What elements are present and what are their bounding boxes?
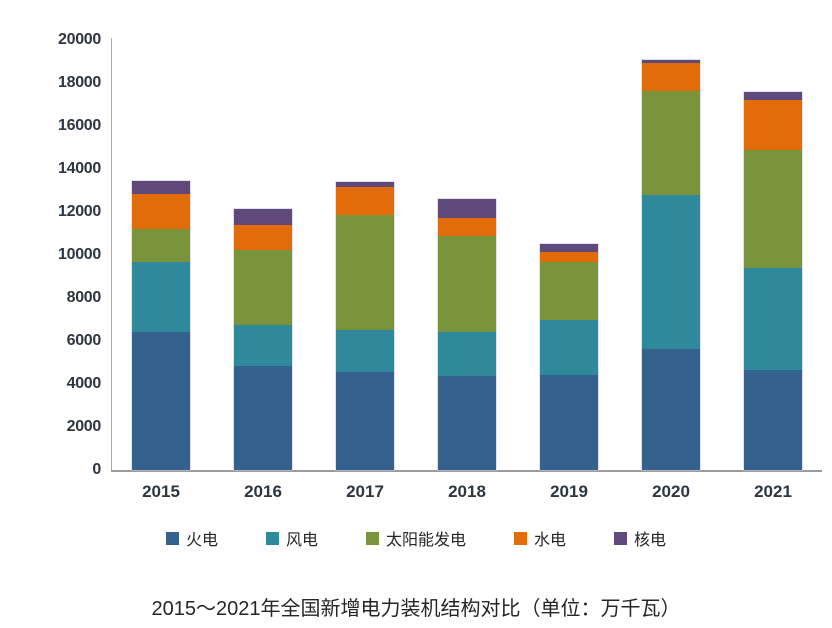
stacked-bar-2018 xyxy=(438,199,496,470)
bar-segment-火电 xyxy=(132,332,190,470)
bar-segment-太阳能发电 xyxy=(642,91,700,195)
bar-segment-风电 xyxy=(132,261,190,333)
bar-segment-水电 xyxy=(438,218,496,237)
legend-item-太阳能发电: 太阳能发电 xyxy=(365,526,466,550)
bar-segment-太阳能发电 xyxy=(540,261,598,320)
legend-label: 水电 xyxy=(534,532,567,549)
bar-segment-火电 xyxy=(540,374,598,470)
legend-label: 太阳能发电 xyxy=(385,532,466,549)
legend-label: 火电 xyxy=(185,532,218,549)
y-tick-label: 6000 xyxy=(66,332,102,349)
x-tick-label: 2018 xyxy=(448,482,486,501)
bar-segment-风电 xyxy=(540,319,598,375)
bar-segment-水电 xyxy=(642,62,700,92)
legend-label: 核电 xyxy=(634,532,667,549)
stacked-bar-2021 xyxy=(744,92,802,470)
bar-segment-核电 xyxy=(132,181,190,195)
y-tick-label: 0 xyxy=(92,461,101,478)
y-tick-label: 2000 xyxy=(66,418,102,435)
bar-segment-火电 xyxy=(642,348,700,470)
x-axis-line xyxy=(111,470,822,472)
y-tick-label: 18000 xyxy=(58,74,101,91)
legend-item-风电: 风电 xyxy=(265,526,318,550)
stacked-bar-2016 xyxy=(234,209,292,470)
stacked-bar-2019 xyxy=(540,243,598,470)
legend-swatch-icon xyxy=(365,531,379,545)
y-axis-line xyxy=(111,38,112,470)
legend-item-核电: 核电 xyxy=(614,526,666,550)
legend-item-火电: 火电 xyxy=(165,526,218,550)
bar-segment-核电 xyxy=(336,182,394,188)
stacked-bar-2015 xyxy=(132,181,190,470)
legend-swatch-icon xyxy=(165,531,179,545)
bar-segment-核电 xyxy=(540,243,598,253)
bar-segment-太阳能发电 xyxy=(438,236,496,332)
bar-segment-风电 xyxy=(438,331,496,376)
bar-segment-风电 xyxy=(744,268,802,371)
legend: 火电 风电 太阳能发电 水电 核电 xyxy=(0,527,832,549)
bar-segment-火电 xyxy=(336,371,394,470)
bar-segment-太阳能发电 xyxy=(336,214,394,330)
legend-swatch-icon xyxy=(514,531,527,545)
bar-segment-风电 xyxy=(642,194,700,349)
stacked-bar-2020 xyxy=(642,60,700,470)
bar-segment-核电 xyxy=(744,92,802,100)
bar-segment-核电 xyxy=(642,60,700,63)
bar-segment-水电 xyxy=(132,194,190,229)
x-tick-label: 2019 xyxy=(550,482,588,501)
bar-segment-核电 xyxy=(438,199,496,219)
bar-segment-火电 xyxy=(438,375,496,470)
bar-segment-风电 xyxy=(234,324,292,367)
y-tick-label: 20000 xyxy=(58,31,101,48)
legend-swatch-icon xyxy=(614,531,628,545)
bar-segment-太阳能发电 xyxy=(234,250,292,325)
chart-title: 2015～2021年全国新增电力装机结构对比（单位：万千瓦） xyxy=(151,598,681,620)
bar-segment-太阳能发电 xyxy=(744,150,802,269)
x-tick-label: 2017 xyxy=(346,482,384,501)
stacked-bar-2017 xyxy=(336,182,394,470)
legend-swatch-icon xyxy=(265,531,279,545)
bar-segment-火电 xyxy=(744,370,802,470)
bar-segment-火电 xyxy=(234,366,292,470)
legend-item-水电: 水电 xyxy=(514,526,566,550)
bar-segment-水电 xyxy=(234,224,292,251)
y-tick-label: 10000 xyxy=(58,246,101,263)
y-tick-label: 4000 xyxy=(66,375,102,392)
bar-segment-风电 xyxy=(336,329,394,372)
bar-segment-水电 xyxy=(540,252,598,262)
bar-segment-核电 xyxy=(234,209,292,225)
y-tick-label: 14000 xyxy=(58,160,101,177)
x-tick-label: 2016 xyxy=(244,482,282,501)
bar-segment-水电 xyxy=(336,187,394,215)
bar-segment-太阳能发电 xyxy=(132,228,190,262)
plot-area: 0 2000 4000 6000 8000 10000 12000 14000 16000 180… xyxy=(58,31,822,501)
y-tick-label: 12000 xyxy=(58,203,101,220)
x-tick-label: 2021 xyxy=(754,482,792,501)
bar-segment-水电 xyxy=(744,99,802,151)
y-tick-label: 8000 xyxy=(66,289,102,306)
y-tick-label: 16000 xyxy=(58,117,101,134)
legend-label: 风电 xyxy=(285,532,318,549)
x-tick-label: 2015 xyxy=(142,482,180,501)
x-tick-label: 2020 xyxy=(652,482,690,501)
